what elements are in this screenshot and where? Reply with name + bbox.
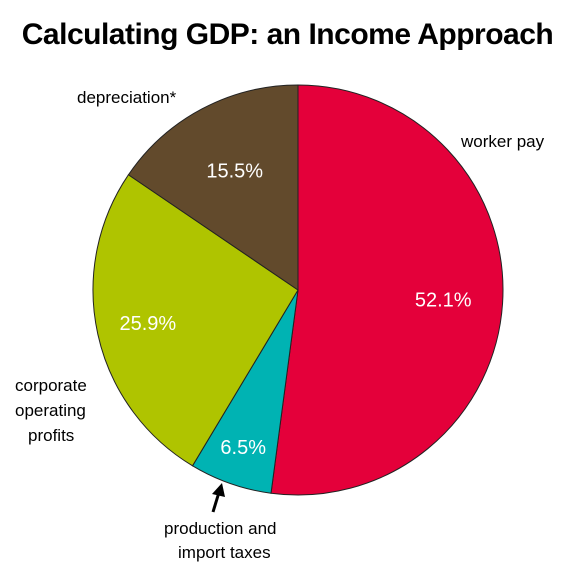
chart-title: Calculating GDP: an Income Approach [21,18,554,51]
pie-slice-corporate-operating-profits [92,174,299,467]
percent-label-corporate-operating-profits: 25.9% [119,313,176,335]
label-depreciation: depreciation* [77,88,177,107]
pie-slice-depreciation [127,84,299,291]
label-production-and-import-taxes: production and import taxes [164,519,281,562]
arrow-icon [211,483,225,513]
label-worker-pay: worker pay [460,132,545,151]
label-corporate-operating-profits: corporate operating profits [15,376,92,445]
label-taxes-line-1: production and [164,519,276,538]
pie-slices [92,84,504,496]
percent-label-depreciation: 15.5% [206,160,263,182]
label-corporate-line-3: profits [28,426,74,445]
percent-labels: 52.1% 6.5% 25.9% 15.5% [119,160,471,458]
label-taxes-line-2: import taxes [178,543,271,562]
pie-slice-worker-pay [270,84,504,496]
percent-label-worker-pay: 52.1% [415,290,472,312]
label-corporate-line-2: operating [15,401,86,420]
percent-label-production-and-import-taxes: 6.5% [220,437,266,459]
label-corporate-line-1: corporate [15,376,87,395]
